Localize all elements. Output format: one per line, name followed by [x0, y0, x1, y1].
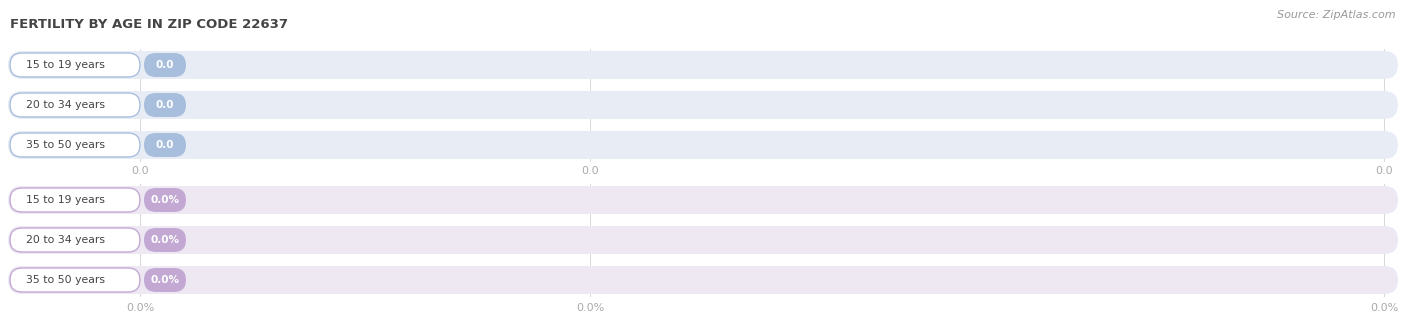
Text: 0.0%: 0.0%: [127, 303, 155, 313]
Text: 0.0%: 0.0%: [576, 303, 605, 313]
FancyBboxPatch shape: [143, 268, 186, 292]
Text: 35 to 50 years: 35 to 50 years: [25, 140, 105, 150]
FancyBboxPatch shape: [8, 131, 1398, 159]
Text: 0.0: 0.0: [1375, 166, 1393, 176]
FancyBboxPatch shape: [10, 93, 141, 117]
Text: 0.0%: 0.0%: [150, 195, 180, 205]
Text: 0.0%: 0.0%: [150, 275, 180, 285]
FancyBboxPatch shape: [8, 51, 1398, 79]
Text: 0.0: 0.0: [156, 60, 174, 70]
FancyBboxPatch shape: [143, 188, 186, 212]
FancyBboxPatch shape: [8, 186, 1398, 214]
Text: 0.0: 0.0: [156, 140, 174, 150]
Text: 0.0: 0.0: [131, 166, 149, 176]
FancyBboxPatch shape: [10, 53, 141, 77]
FancyBboxPatch shape: [8, 266, 1398, 294]
Text: FERTILITY BY AGE IN ZIP CODE 22637: FERTILITY BY AGE IN ZIP CODE 22637: [10, 18, 288, 31]
FancyBboxPatch shape: [143, 133, 186, 157]
FancyBboxPatch shape: [143, 93, 186, 117]
FancyBboxPatch shape: [10, 228, 141, 252]
FancyBboxPatch shape: [143, 53, 186, 77]
Text: 0.0%: 0.0%: [1369, 303, 1398, 313]
FancyBboxPatch shape: [143, 228, 186, 252]
Text: 15 to 19 years: 15 to 19 years: [25, 195, 105, 205]
FancyBboxPatch shape: [10, 133, 141, 157]
FancyBboxPatch shape: [10, 268, 141, 292]
Text: Source: ZipAtlas.com: Source: ZipAtlas.com: [1278, 10, 1396, 20]
Text: 0.0%: 0.0%: [150, 235, 180, 245]
FancyBboxPatch shape: [8, 91, 1398, 119]
Text: 35 to 50 years: 35 to 50 years: [25, 275, 105, 285]
Text: 20 to 34 years: 20 to 34 years: [25, 235, 105, 245]
Text: 20 to 34 years: 20 to 34 years: [25, 100, 105, 110]
Text: 0.0: 0.0: [581, 166, 599, 176]
Text: 15 to 19 years: 15 to 19 years: [25, 60, 105, 70]
FancyBboxPatch shape: [10, 188, 141, 212]
Text: 0.0: 0.0: [156, 100, 174, 110]
FancyBboxPatch shape: [8, 226, 1398, 254]
